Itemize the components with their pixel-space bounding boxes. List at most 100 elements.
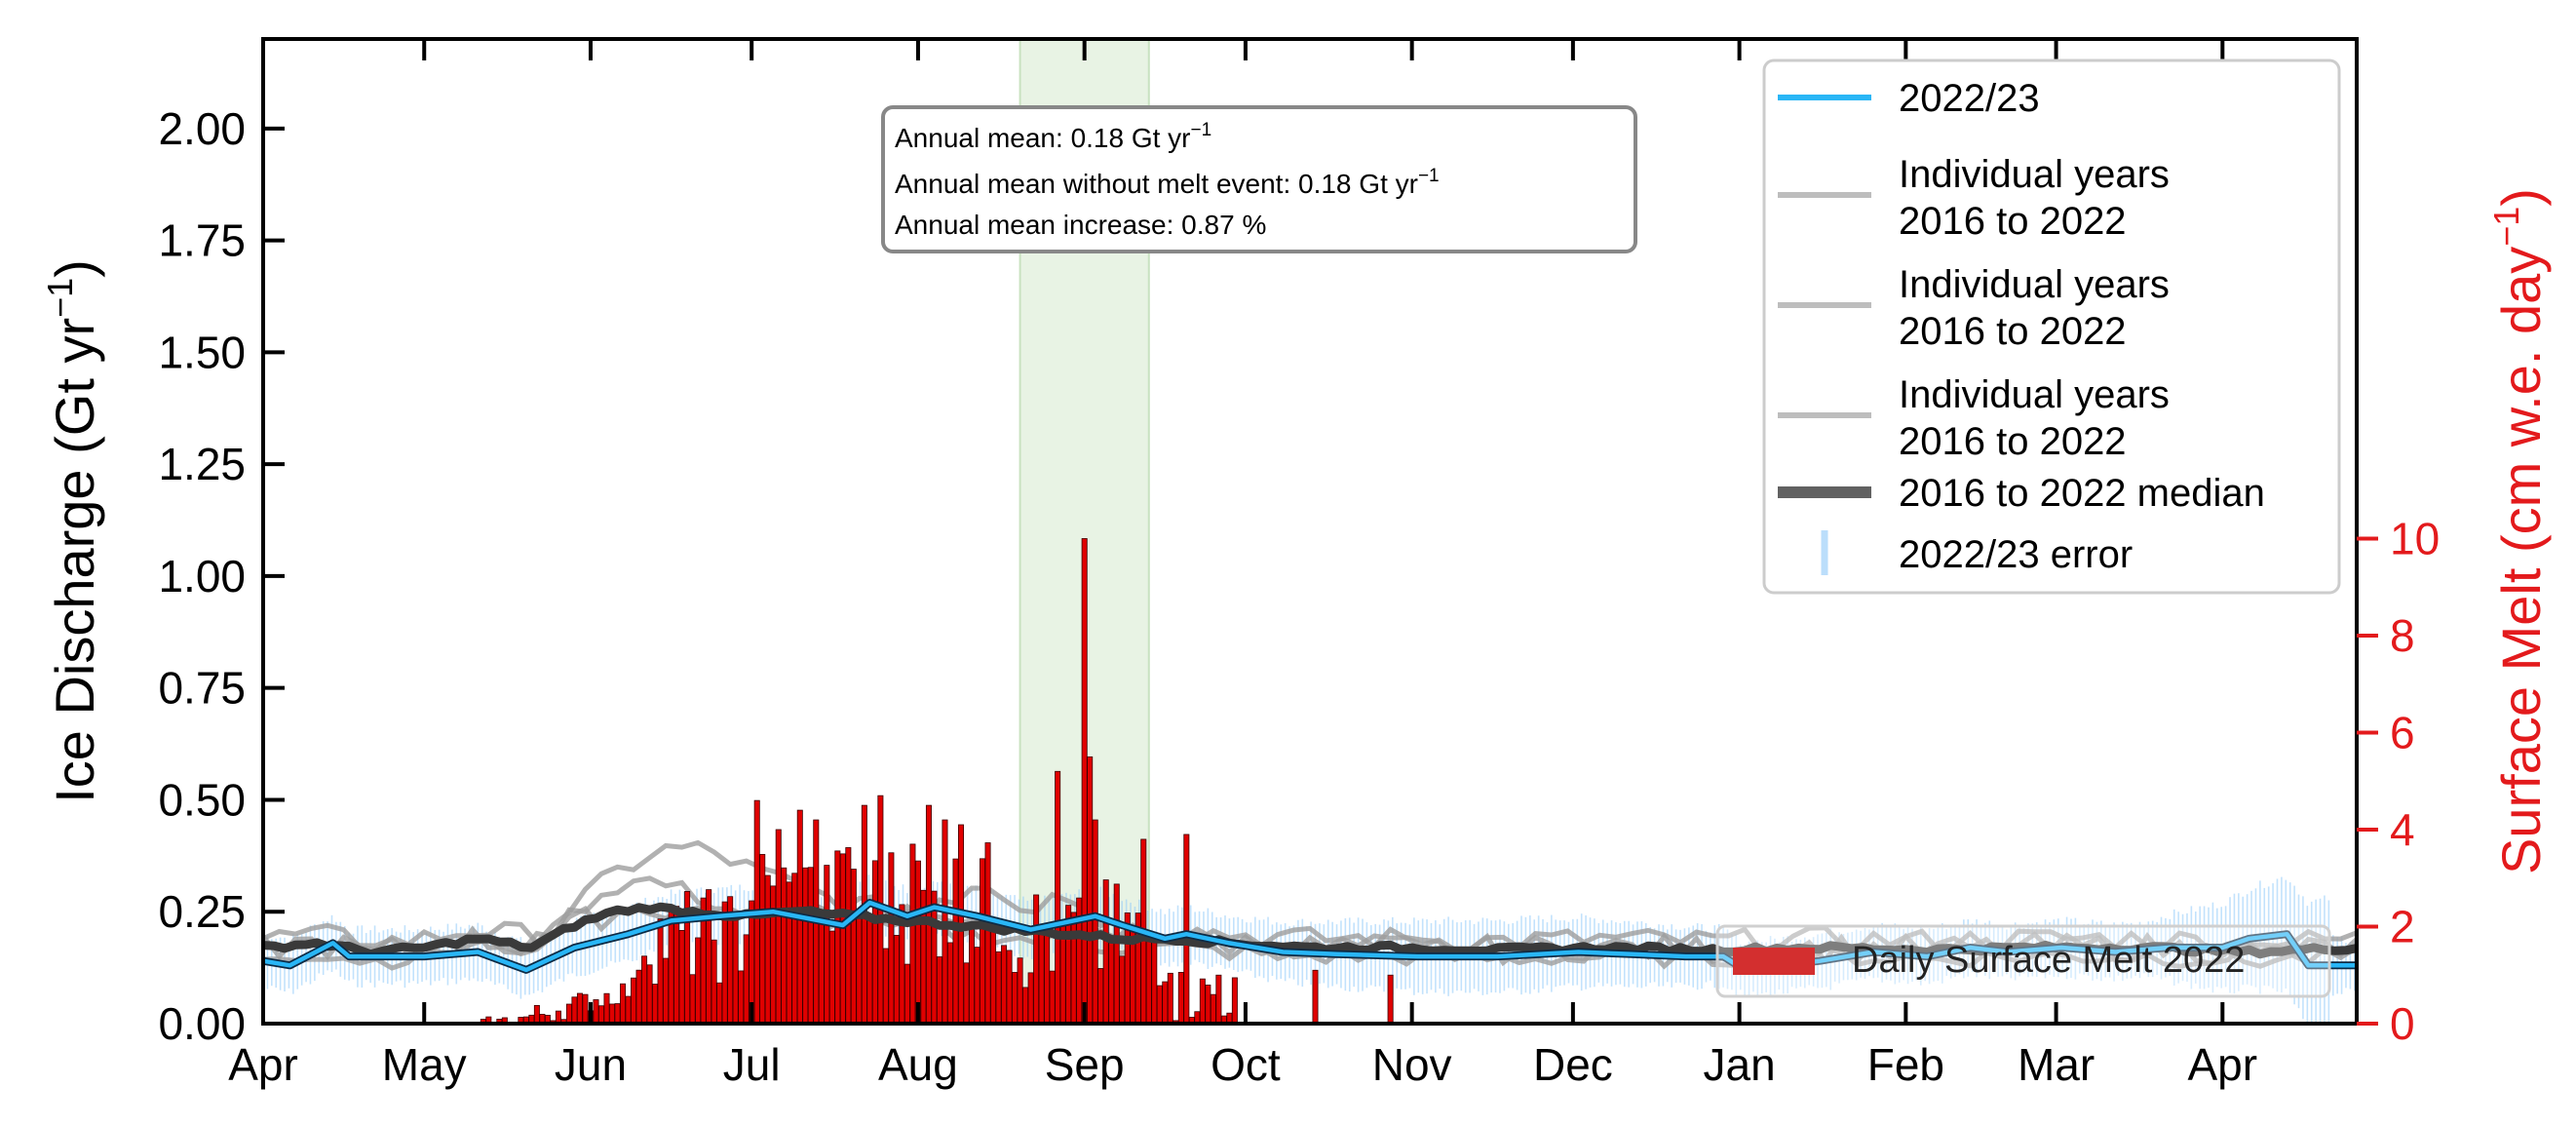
melt-bar xyxy=(909,843,916,1024)
melt-bar xyxy=(684,891,691,1024)
melt-bar xyxy=(791,873,798,1024)
x-tick-label: Apr xyxy=(2188,1039,2258,1090)
right-tick-label: 4 xyxy=(2390,804,2415,855)
melt-bar xyxy=(1070,912,1077,1024)
melt-bar xyxy=(695,937,702,1024)
melt-bar xyxy=(597,1005,604,1024)
melt-bar xyxy=(1033,894,1040,1024)
melt-bar xyxy=(571,996,578,1024)
melt-bar xyxy=(625,995,632,1024)
right-tick-label: 2 xyxy=(2390,901,2415,951)
melt-bar xyxy=(1199,978,1206,1024)
melt-bar xyxy=(1156,985,1163,1024)
melt-bar xyxy=(716,982,723,1024)
melt-bar xyxy=(1081,538,1088,1024)
melt-bar xyxy=(1087,756,1094,1024)
left-axis-label: Ice Discharge (Gt yr−1) xyxy=(40,259,105,803)
melt-bar xyxy=(711,939,717,1024)
melt-bar xyxy=(1108,939,1115,1024)
left-tick-label: 1.25 xyxy=(158,439,246,489)
melt-bar xyxy=(839,853,846,1024)
melt-bar xyxy=(786,881,792,1024)
melt-bar xyxy=(925,804,932,1024)
melt-legend-swatch xyxy=(1733,948,1815,975)
left-tick-label: 1.50 xyxy=(158,327,246,377)
melt-bar xyxy=(995,950,1002,1024)
legend-label-line2: 2016 to 2022 xyxy=(1899,420,2127,463)
melt-bar xyxy=(969,921,976,1024)
melt-bar xyxy=(1012,972,1019,1024)
melt-bar xyxy=(1183,834,1190,1024)
melt-bar xyxy=(845,847,852,1024)
melt-bar xyxy=(828,930,835,1024)
melt-bar xyxy=(1151,934,1158,1024)
melt-bar xyxy=(974,947,980,1024)
right-tick-label: 10 xyxy=(2390,513,2440,563)
melt-bar xyxy=(1231,977,1238,1024)
melt-bar xyxy=(980,858,986,1024)
melt-bar xyxy=(1092,819,1098,1024)
melt-bar xyxy=(533,1004,540,1024)
melt-bar xyxy=(1006,950,1013,1024)
melt-bar xyxy=(1119,955,1126,1024)
melt-bar xyxy=(609,1003,616,1024)
x-tick-label: Apr xyxy=(228,1039,298,1090)
right-tick-label: 8 xyxy=(2390,610,2415,661)
melt-bar xyxy=(1001,945,1008,1024)
melt-bar xyxy=(1097,968,1104,1024)
melt-bar xyxy=(904,963,910,1024)
right-axis-ticks: 0 2 4 6 8 10 xyxy=(2357,513,2440,1049)
melt-bar xyxy=(614,1003,621,1024)
melt-bar xyxy=(946,942,953,1024)
melt-bar xyxy=(914,860,921,1024)
melt-bar xyxy=(882,948,889,1024)
melt-bar xyxy=(603,992,610,1024)
melt-bar xyxy=(1162,981,1169,1024)
melt-bar xyxy=(1387,974,1394,1024)
x-tick-label: Dec xyxy=(1533,1039,1613,1090)
melt-bar xyxy=(1049,970,1056,1024)
melt-bar xyxy=(652,984,659,1024)
melt-bar xyxy=(1059,925,1066,1024)
melt-bar xyxy=(641,955,648,1024)
left-tick-label: 0.50 xyxy=(158,774,246,825)
left-tick-label: 1.75 xyxy=(158,215,246,266)
melt-bar xyxy=(888,852,895,1024)
melt-bar xyxy=(952,858,959,1024)
melt-bar xyxy=(663,957,670,1024)
legend-label: 2022/23 error xyxy=(1899,533,2133,576)
melt-bar xyxy=(582,993,589,1024)
melt-bar xyxy=(689,974,696,1024)
x-tick-label: Aug xyxy=(878,1039,958,1090)
x-tick-label: Mar xyxy=(2018,1039,2095,1090)
x-tick-label: May xyxy=(382,1039,467,1090)
melt-bar xyxy=(565,1003,572,1024)
right-tick-label: 6 xyxy=(2390,707,2415,757)
melt-bar xyxy=(657,918,664,1024)
annotation-line-2: Annual mean without melt event: 0.18 Gt … xyxy=(895,166,1440,199)
median-line-group xyxy=(263,902,2357,959)
melt-bar xyxy=(576,992,583,1024)
melt-bar xyxy=(984,842,991,1024)
melt-bar xyxy=(706,889,712,1024)
melt-bar xyxy=(620,983,627,1024)
melt-bar xyxy=(834,850,841,1024)
melt-bar xyxy=(738,970,745,1024)
melt-bar xyxy=(764,874,771,1024)
right-tick-label: 0 xyxy=(2390,998,2415,1049)
legend-label-line2: 2016 to 2022 xyxy=(1899,200,2127,243)
melt-bar xyxy=(807,867,814,1024)
right-axis-label: Surface Melt (cm w.e. day−1) xyxy=(2486,188,2552,874)
legend-label: 2022/23 xyxy=(1899,77,2040,120)
melt-legend: Daily Surface Melt 2022 xyxy=(1715,924,2331,998)
legend-label: Individual years xyxy=(1899,263,2170,306)
x-tick-label: Jul xyxy=(723,1039,781,1090)
melt-bar xyxy=(1312,969,1319,1024)
legend-frame xyxy=(1762,58,2341,595)
melt-bar xyxy=(743,934,750,1024)
annotation-line-3: Annual mean increase: 0.87 % xyxy=(895,210,1266,240)
melt-bar xyxy=(1102,879,1109,1024)
